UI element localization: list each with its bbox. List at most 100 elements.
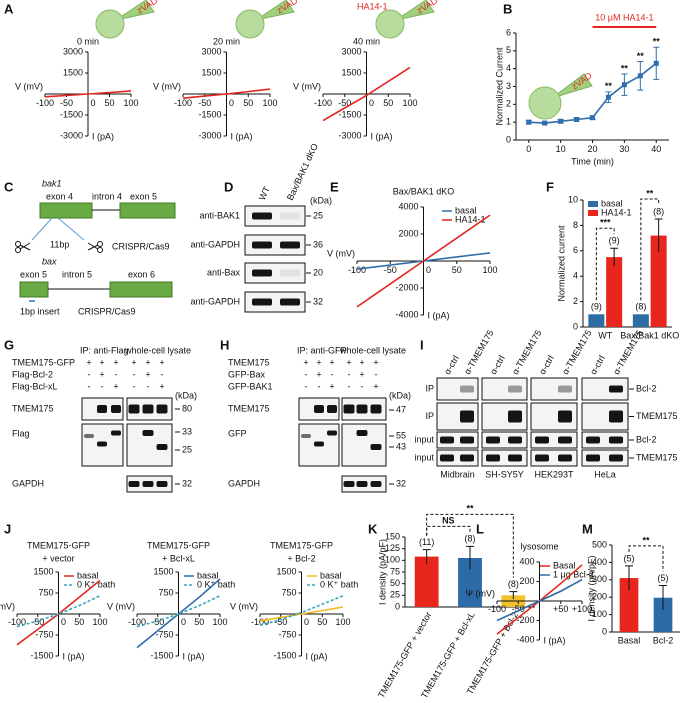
- y-tick-label: -400: [516, 634, 534, 644]
- n-label: (8): [653, 206, 664, 216]
- sign: +: [359, 369, 364, 379]
- series-line: [259, 606, 344, 622]
- y-axis-label: I (pA): [231, 131, 253, 141]
- exon: [19, 281, 49, 298]
- sign: +: [329, 381, 334, 391]
- sign: -: [133, 369, 136, 379]
- significance: **: [466, 504, 474, 514]
- sign: +: [99, 357, 104, 367]
- x-tick-label: -100: [174, 98, 192, 108]
- y-tick-label: 1: [506, 117, 511, 127]
- chart-title: 0 min: [77, 36, 99, 46]
- blot-band: [156, 481, 168, 487]
- blot-band: [128, 404, 140, 414]
- series-line: [356, 214, 491, 308]
- y-tick-label: 2: [573, 296, 578, 306]
- x-tick-label: 100: [335, 617, 350, 627]
- lane-label: α-ctrl: [488, 354, 507, 376]
- blot-band: [156, 404, 168, 414]
- y-tick-label: 2000: [398, 228, 418, 238]
- legend-label: basal: [320, 570, 342, 580]
- x-tick-label: -50: [151, 617, 164, 627]
- panel-letter: J: [4, 521, 11, 536]
- series-line: [322, 66, 411, 122]
- y-tick-label: 3000: [63, 46, 83, 56]
- x-tick-label: 50: [74, 617, 84, 627]
- significance: **: [642, 535, 650, 545]
- x-tick-label: Basal: [618, 635, 641, 645]
- y-tick-label: -750: [155, 629, 173, 639]
- n-label: (8): [465, 534, 476, 544]
- y-tick-label: -1500: [30, 650, 53, 660]
- blot: [581, 377, 629, 401]
- error-bar: [659, 585, 667, 610]
- sign: -: [331, 369, 334, 379]
- y-axis-label: I density (pA/pF): [586, 555, 596, 621]
- blot-band: [460, 454, 474, 462]
- series-line: [16, 579, 101, 646]
- bar: [650, 235, 667, 327]
- row-label: IP: [425, 411, 434, 421]
- x-tick-label: -100: [128, 617, 146, 627]
- icon: zVAD zVAD zVAD HA14-1 zVAD: [95, 0, 594, 120]
- sign: -: [133, 381, 136, 391]
- sign: -: [318, 381, 321, 391]
- row-label: input: [414, 434, 434, 444]
- comparison-bracket: [426, 525, 471, 536]
- x-axis-label: V (mV): [293, 81, 321, 91]
- x-tick-label: 50: [194, 617, 204, 627]
- x-tick-label: 0: [426, 265, 431, 275]
- blot-band: [314, 441, 324, 447]
- point: [653, 60, 659, 66]
- error-bar: [610, 247, 619, 267]
- legend-label: HA14-1: [601, 207, 632, 217]
- y-tick-label: 4: [573, 271, 578, 281]
- x-axis-label: V (mV): [230, 601, 258, 611]
- blot-band: [460, 385, 474, 393]
- chart-title: TMEM175-GFP: [27, 540, 90, 550]
- chart-title: + Bcl-xL: [162, 553, 195, 563]
- legend-label: 0 K⁺ bath: [320, 579, 358, 589]
- kda-label: 32: [182, 478, 192, 488]
- y-tick-label: 50: [390, 578, 400, 588]
- y-tick-label: 100: [385, 555, 400, 565]
- point: [637, 73, 643, 79]
- significance: **: [605, 81, 613, 91]
- sign: -: [161, 369, 164, 379]
- sign: +: [86, 357, 91, 367]
- x-tick-label: -100: [36, 98, 54, 108]
- blot-band: [508, 410, 522, 423]
- blot-band: [314, 405, 324, 413]
- blot-band: [535, 454, 549, 462]
- sign: -: [115, 369, 118, 379]
- kda-label: 25: [313, 210, 323, 220]
- x-tick-label: 0: [90, 98, 95, 108]
- lane-label: α-ctrl: [537, 354, 556, 376]
- row-label: anti-Bax: [207, 267, 241, 277]
- bar: [414, 556, 439, 607]
- y-tick-label: 0: [506, 134, 511, 144]
- sign: -: [348, 381, 351, 391]
- panel-letter: M: [582, 521, 593, 536]
- y-tick-label: 300: [592, 574, 607, 584]
- blot-band: [301, 434, 311, 438]
- legend-label: basal: [77, 570, 99, 580]
- sign: -: [305, 369, 308, 379]
- blot-band: [460, 436, 474, 444]
- sign: -: [88, 369, 91, 379]
- x-tick-label: -50: [60, 98, 73, 108]
- panel-letter: B: [503, 1, 512, 16]
- kda-label: 33: [182, 426, 192, 436]
- sign: -: [361, 381, 364, 391]
- row-label: GAPDH: [12, 478, 44, 488]
- blot-band: [356, 430, 368, 436]
- intron-label: intron 4: [92, 191, 122, 201]
- header: whole-cell lysate: [339, 345, 406, 355]
- chart-title: TMEM175-GFP: [147, 540, 210, 550]
- x-tick-label: 40: [651, 144, 661, 154]
- legend-label: 1 μg Bcl-2: [553, 569, 594, 579]
- blot-band: [280, 298, 300, 306]
- x-tick-label: 10: [556, 144, 566, 154]
- comparison-bracket: [595, 227, 615, 301]
- blot-band: [356, 404, 368, 414]
